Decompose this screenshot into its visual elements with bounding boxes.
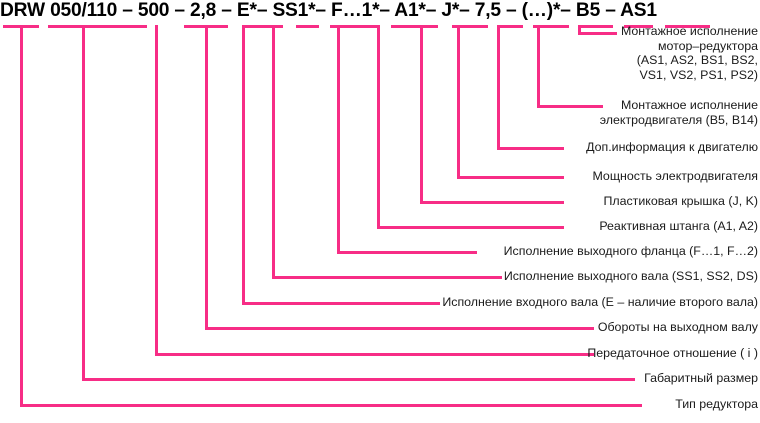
callout-dop-informaciya-k-dvigatelyu: Доп.информация к двигателю — [586, 140, 758, 154]
leader-vertical-e — [242, 25, 245, 304]
callout-line: мотор–редуктора — [657, 38, 758, 53]
leader-vertical-drw — [20, 25, 23, 406]
tick-cap-7-5 — [533, 25, 569, 28]
callout-tip-reduktora: Тип редуктора — [675, 397, 758, 411]
product-code-line: DRW 050/110 – 500 – 2,8 – E*– SS1*– F…1*… — [0, 0, 760, 21]
callout-montazhnoe-ispolnenie-motor-reduktora: Монтажное исполнение мотор–редуктора (AS… — [612, 24, 758, 82]
leader-horizontal-a1 — [377, 226, 564, 229]
tick-cap-j — [500, 25, 523, 28]
leader-horizontal-j — [420, 201, 564, 204]
tick-cap-050-110 — [48, 25, 147, 28]
callout-moshchnost-elektrodvigatelya: Мощность электродвигателя — [592, 169, 758, 183]
leader-vertical-050-110 — [82, 25, 85, 380]
leader-vertical-500 — [155, 25, 158, 355]
tick-cap-ellipsis — [578, 25, 613, 28]
callout-ispolnenie-vhodnogo-vala: Исполнение входного вала (E – наличие вт… — [442, 295, 758, 309]
callout-gabaritnyy-razmer: Габаритный размер — [644, 371, 758, 385]
leader-vertical-7-5 — [457, 25, 460, 178]
leader-horizontal-e — [242, 302, 440, 305]
callout-peredatochnoe-otnoshenie: Передаточное отношение ( i ) — [587, 346, 758, 360]
leader-vertical-ellipsis — [497, 25, 500, 149]
product-code-text: DRW 050/110 – 500 – 2,8 – E*– SS1*– F…1*… — [0, 0, 657, 21]
leader-vertical-ss1 — [272, 25, 275, 278]
leader-horizontal-2-8 — [205, 327, 594, 330]
callout-ispolnenie-vyhodnogo-flanca: Исполнение выходного фланца (F…1, F…2) — [503, 244, 758, 258]
leader-horizontal-f1 — [337, 251, 477, 254]
leader-horizontal-as1 — [578, 32, 617, 35]
callout-oboroty-na-vyhodnom-valu: Обороты на выходном валу — [597, 320, 758, 334]
leader-vertical-b5 — [537, 25, 540, 107]
tick-cap-a1 — [452, 25, 488, 28]
leader-vertical-a1 — [377, 25, 380, 228]
callout-line: Монтажное исполнение — [620, 24, 758, 38]
tick-cap-ss1 — [330, 25, 377, 28]
leader-vertical-2-8 — [205, 25, 208, 329]
callout-reaktivnaya-shtanga: Реактивная штанга (A1, A2) — [599, 219, 758, 233]
leader-horizontal-500 — [155, 353, 594, 356]
tick-cap-2-8 — [245, 25, 283, 28]
leader-horizontal-drw — [20, 404, 642, 407]
leader-horizontal-b5 — [537, 105, 603, 108]
leader-vertical-f1 — [337, 25, 340, 253]
leader-horizontal-ellipsis — [497, 147, 564, 150]
tick-cap-as1 — [665, 25, 710, 28]
tick-cap-f1 — [391, 25, 438, 28]
tick-cap-e — [296, 25, 319, 28]
leader-vertical-as1 — [578, 25, 581, 35]
tick-cap-b5 — [624, 25, 653, 28]
callout-montazhnoe-ispolnenie-elektrodvigatelya: Монтажное исполнение электродвигателя (B… — [588, 98, 758, 127]
leader-horizontal-7-5 — [457, 176, 564, 179]
callout-ispolnenie-vyhodnogo-vala: Исполнение выходного вала (SS1, SS2, DS) — [503, 269, 758, 283]
callout-plastikovaya-kryshka: Пластиковая крышка (J, K) — [603, 194, 758, 208]
callout-line: (AS1, AS2, BS1, BS2, — [636, 53, 758, 68]
callout-line: Монтажное исполнение — [620, 98, 758, 112]
leader-vertical-j — [420, 25, 423, 203]
leader-horizontal-ss1 — [272, 276, 502, 279]
callout-line: VS1, VS2, PS1, PS2) — [639, 67, 758, 82]
leader-horizontal-050-110 — [82, 378, 635, 381]
callout-line: электродвигателя (B5, B14) — [599, 112, 758, 127]
